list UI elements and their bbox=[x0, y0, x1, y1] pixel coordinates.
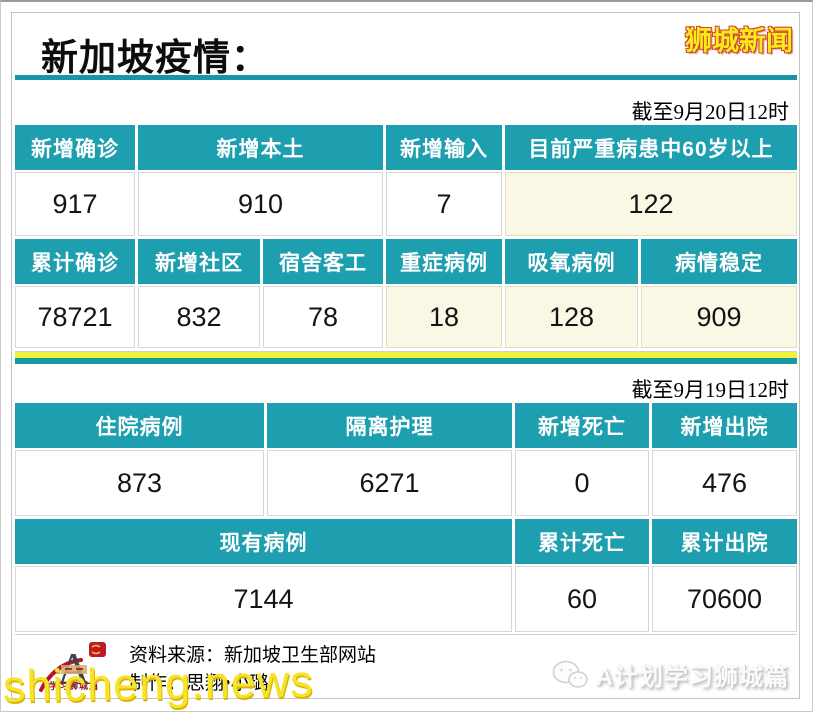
divider-gray-line bbox=[15, 351, 797, 352]
header: 新加坡疫情： 狮城新闻 bbox=[15, 13, 797, 78]
value-total-confirmed: 78721 bbox=[15, 286, 135, 348]
wechat-icon bbox=[552, 660, 588, 688]
value-new-imported: 7 bbox=[386, 172, 502, 236]
a-plan-logo-graphic: A bbox=[39, 642, 106, 694]
header-stable-cases: 病情稳定 bbox=[641, 239, 797, 284]
value-new-confirmed: 917 bbox=[15, 172, 135, 236]
header-total-discharged: 累计出院 bbox=[652, 519, 797, 564]
value-total-deaths: 60 bbox=[515, 566, 649, 632]
value-new-deaths: 0 bbox=[515, 450, 649, 516]
value-active-cases: 7144 bbox=[15, 566, 512, 632]
daily-table-header-row: 新增确诊 新增本土 新增输入 目前严重病患中60岁以上 bbox=[15, 125, 797, 170]
as-of-date-sep19: 截至9月19日12时 bbox=[631, 378, 790, 402]
a-plan-logo: A 学习狮城篇 bbox=[37, 640, 117, 698]
divider-yellow-line bbox=[15, 352, 797, 358]
value-total-discharged: 70600 bbox=[652, 566, 797, 632]
value-hospitalized: 873 bbox=[15, 450, 264, 516]
value-severe-over60: 122 bbox=[505, 172, 797, 236]
header-new-local: 新增本土 bbox=[138, 125, 383, 170]
header-oxygen-cases: 吸氧病例 bbox=[505, 239, 638, 284]
header-total-confirmed: 累计确诊 bbox=[15, 239, 135, 284]
value-oxygen-cases: 128 bbox=[505, 286, 638, 348]
value-new-local: 910 bbox=[138, 172, 383, 236]
header-new-discharged: 新增出院 bbox=[652, 403, 797, 448]
header-total-deaths: 累计死亡 bbox=[515, 519, 649, 564]
title-underline bbox=[15, 75, 797, 80]
header-active-cases: 现有病例 bbox=[15, 519, 512, 564]
header-severe-over60: 目前严重病患中60岁以上 bbox=[505, 125, 797, 170]
totals-table-header-row: 现有病例 累计死亡 累计出院 bbox=[15, 519, 797, 564]
value-new-discharged: 476 bbox=[652, 450, 797, 516]
header-dorm-workers: 宿舍客工 bbox=[263, 239, 383, 284]
wechat-account-name: A计划学习狮城篇 bbox=[595, 664, 789, 691]
wechat-badge: A计划学习狮城篇 bbox=[552, 657, 789, 692]
brand-logo-text: 狮城新闻 bbox=[685, 26, 793, 56]
cumulative-table-value-row: 78721 832 78 18 128 909 bbox=[15, 286, 797, 348]
hospital-table-header-row: 住院病例 隔离护理 新增死亡 新增出院 bbox=[15, 403, 797, 448]
totals-table-value-row: 7144 60 70600 bbox=[15, 566, 797, 632]
header-isolation-care: 隔离护理 bbox=[267, 403, 512, 448]
value-critical-cases: 18 bbox=[386, 286, 502, 348]
daily-table-value-row: 917 910 7 122 bbox=[15, 172, 797, 236]
value-dorm-workers: 78 bbox=[263, 286, 383, 348]
logo-caption: 学习狮城篇 bbox=[49, 681, 100, 691]
header-new-deaths: 新增死亡 bbox=[515, 403, 649, 448]
as-of-date-sep20: 截至9月20日12时 bbox=[631, 100, 790, 124]
header-new-confirmed: 新增确诊 bbox=[15, 125, 135, 170]
value-isolation-care: 6271 bbox=[267, 450, 512, 516]
footer: A 学习狮城篇 资料来源：新加坡卫生部网站 制作：思翔•小璐 bbox=[15, 634, 797, 700]
page-title: 新加坡疫情： bbox=[41, 37, 269, 78]
value-new-community: 832 bbox=[138, 286, 260, 348]
credit-line: 制作：思翔•小璐 bbox=[129, 673, 269, 694]
header-new-community: 新增社区 bbox=[138, 239, 260, 284]
site-watermark: shicheng.news bbox=[2, 655, 315, 712]
header-hospitalized: 住院病例 bbox=[15, 403, 264, 448]
header-critical-cases: 重症病例 bbox=[386, 239, 502, 284]
hospital-table-value-row: 873 6271 0 476 bbox=[15, 450, 797, 516]
cumulative-table-header-row: 累计确诊 新增社区 宿舍客工 重症病例 吸氧病例 病情稳定 bbox=[15, 239, 797, 284]
divider-teal-line bbox=[15, 358, 797, 364]
section-divider bbox=[15, 351, 797, 364]
value-stable-cases: 909 bbox=[641, 286, 797, 348]
source-block: 资料来源：新加坡卫生部网站 制作：思翔•小璐 bbox=[129, 640, 376, 698]
header-new-imported: 新增输入 bbox=[386, 125, 502, 170]
source-line: 资料来源：新加坡卫生部网站 bbox=[129, 645, 377, 666]
content-frame: 新加坡疫情： 狮城新闻 截至9月20日12时 新增确诊 新增本土 新增输入 目前… bbox=[11, 12, 800, 699]
